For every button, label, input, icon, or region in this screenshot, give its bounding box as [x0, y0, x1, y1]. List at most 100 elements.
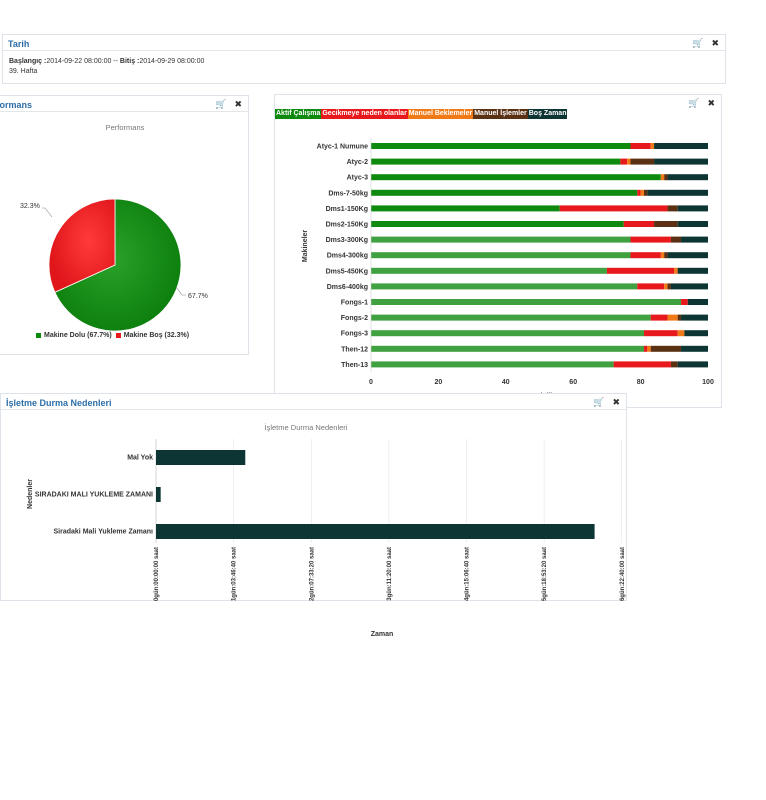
pie-slice-bos[interactable]: [48, 198, 116, 293]
bar-segment[interactable]: [371, 143, 631, 149]
bar[interactable]: [156, 524, 595, 539]
pie-slice-dolu[interactable]: [54, 198, 182, 332]
bar-segment[interactable]: [681, 314, 708, 321]
durma-panel-header: İşletme Durma Nedenleri 🛒 ✖: [1, 394, 626, 410]
bar-segment[interactable]: [681, 345, 708, 352]
bar-segment[interactable]: [371, 314, 651, 321]
bar-segment[interactable]: [681, 299, 688, 305]
bar-segment[interactable]: [371, 283, 638, 290]
legend-item-series-0[interactable]: Aktif Çalışma: [275, 109, 322, 119]
bar-segment[interactable]: [559, 205, 668, 212]
bar-segment[interactable]: [371, 267, 607, 274]
bar-segment[interactable]: [371, 158, 621, 165]
bar-segment[interactable]: [650, 143, 655, 149]
bar-segment[interactable]: [650, 345, 682, 352]
legend-item-series-1[interactable]: Gecikmeye neden olanlar: [321, 109, 408, 119]
pie-leader-bos: [42, 207, 53, 218]
start-value: 2014-09-22 08:00:00: [46, 58, 112, 65]
x-tick-label: 6gün:22:40:00 saat: [620, 547, 626, 601]
bar-segment[interactable]: [637, 189, 641, 196]
cart-icon[interactable]: 🛒: [688, 98, 700, 108]
bar-segment[interactable]: [371, 189, 638, 196]
bar-segment[interactable]: [670, 361, 678, 368]
bar[interactable]: [156, 450, 246, 465]
bar-segment[interactable]: [371, 236, 631, 243]
bar-segment[interactable]: [674, 267, 678, 274]
cart-icon[interactable]: 🛒: [692, 38, 704, 48]
performans-title: Performans: [0, 100, 33, 110]
end-label: Bitiş :: [119, 58, 140, 65]
bar-segment[interactable]: [654, 158, 708, 165]
bar-segment[interactable]: [660, 174, 665, 181]
bar-segment[interactable]: [643, 330, 678, 337]
bar-segment[interactable]: [371, 252, 631, 259]
bar-segment[interactable]: [667, 174, 708, 181]
bar-segment[interactable]: [623, 221, 655, 227]
close-icon[interactable]: ✖: [612, 397, 620, 407]
bar-segment[interactable]: [667, 205, 678, 212]
bar-segment[interactable]: [660, 252, 665, 259]
bar-segment[interactable]: [630, 158, 655, 165]
legend-item-series-3[interactable]: Manuel İşlemler: [473, 109, 528, 119]
bar-segment[interactable]: [640, 189, 644, 196]
bar-segment[interactable]: [687, 299, 708, 305]
legend-item-series-2[interactable]: Manuel Beklemeler: [407, 109, 474, 119]
bar-segment[interactable]: [681, 236, 708, 243]
bar-segment[interactable]: [371, 361, 614, 368]
bar-segment[interactable]: [650, 314, 668, 321]
bar-segment[interactable]: [620, 158, 628, 165]
durma-title: İşletme Durma Nedenleri: [6, 398, 112, 408]
bar-segment[interactable]: [371, 221, 624, 227]
bar-segment[interactable]: [613, 361, 671, 368]
y-tick-label: Siradaki Mali Yukleme Zamanı: [54, 529, 154, 536]
legend-item-dolu[interactable]: Makine Dolu (67.7%): [36, 332, 112, 339]
bar-segment[interactable]: [677, 267, 708, 274]
bar-segment[interactable]: [664, 252, 668, 259]
bar-segment[interactable]: [371, 205, 560, 212]
bar-segment[interactable]: [371, 330, 644, 337]
bar-segment[interactable]: [637, 283, 665, 290]
x-tick-label: 100: [702, 379, 714, 386]
legend-label-dolu: Makine Dolu (67.7%): [44, 332, 112, 339]
bar-segment[interactable]: [654, 221, 678, 227]
bar-segment[interactable]: [677, 205, 708, 212]
bar-segment[interactable]: [627, 158, 631, 165]
bar-segment[interactable]: [630, 143, 651, 149]
legend-item-bos[interactable]: Makine Boş (32.3%): [115, 332, 189, 339]
bar-segment[interactable]: [643, 345, 648, 352]
bar-segment[interactable]: [667, 314, 678, 321]
y-tick-label: Then-12: [341, 346, 368, 353]
bar-segment[interactable]: [630, 236, 671, 243]
cart-icon[interactable]: 🛒: [215, 99, 227, 109]
bar-segment[interactable]: [667, 283, 671, 290]
bar-segment[interactable]: [371, 174, 661, 181]
bar[interactable]: [156, 487, 161, 502]
close-icon[interactable]: ✖: [234, 99, 242, 109]
x-tick-label: 40: [502, 379, 510, 386]
week-label: 39. Hafta: [9, 68, 38, 75]
bar-segment[interactable]: [677, 314, 682, 321]
bar-segment[interactable]: [670, 283, 708, 290]
bar-segment[interactable]: [677, 221, 708, 227]
bar-segment[interactable]: [684, 330, 708, 337]
bar-segment[interactable]: [630, 252, 661, 259]
close-icon[interactable]: ✖: [711, 38, 719, 48]
bar-segment[interactable]: [670, 236, 682, 243]
bar-segment[interactable]: [677, 361, 708, 368]
bar-segment[interactable]: [647, 345, 651, 352]
bar-segment[interactable]: [664, 283, 668, 290]
bar-segment[interactable]: [371, 299, 682, 305]
legend-item-series-4[interactable]: Boş Zaman: [527, 109, 568, 119]
bar-segment[interactable]: [606, 267, 675, 274]
bar-segment[interactable]: [667, 252, 708, 259]
cart-icon[interactable]: 🛒: [593, 397, 605, 407]
pie-leader-dolu: [175, 286, 186, 296]
bar-segment[interactable]: [647, 189, 708, 196]
x-tick-label: 5gün:18:53:20 saat: [542, 547, 548, 601]
bar-segment[interactable]: [664, 174, 668, 181]
bar-segment[interactable]: [643, 189, 648, 196]
bar-segment[interactable]: [677, 330, 685, 337]
bar-segment[interactable]: [654, 143, 708, 149]
bar-segment[interactable]: [371, 345, 644, 352]
close-icon[interactable]: ✖: [707, 98, 715, 108]
